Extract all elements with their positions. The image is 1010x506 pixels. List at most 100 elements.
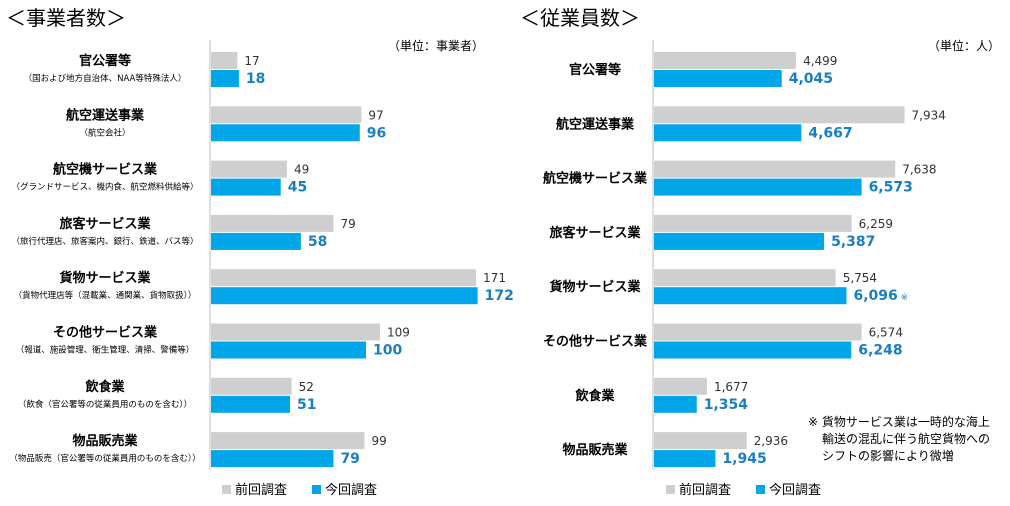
- bar-prev: [654, 52, 797, 69]
- category-sublabel: （国および地方自治体、NAA等特殊法人）: [24, 73, 187, 84]
- legend-swatch-curr: [312, 485, 321, 494]
- right-legend: 前回調査 今回調査: [666, 482, 821, 498]
- value-label-curr: 4,045: [789, 71, 833, 87]
- bar-group: 6,574 6,248: [654, 323, 903, 359]
- bar-prev: [654, 323, 862, 341]
- category-label: 航空運送事業: [556, 116, 635, 132]
- footnote-line-1: ※ 貨物サービス業は一時的な海上: [808, 414, 990, 429]
- bar-curr: [654, 287, 847, 305]
- value-label-prev: 5,754: [843, 271, 877, 285]
- bar-group: 79 58: [211, 214, 356, 250]
- legend-label-prev: 前回調査: [235, 482, 287, 498]
- bar-group: 7,638 6,573: [654, 160, 937, 196]
- category-sublabel: （物品販売（官公署等の従業員用のものを含む））: [9, 453, 200, 464]
- legend-label-curr: 今回調査: [769, 482, 821, 498]
- bar-prev: [654, 269, 836, 287]
- value-label-curr: 172: [485, 288, 514, 304]
- bar-prev: [211, 160, 287, 178]
- value-footnote-mark: ※: [901, 293, 909, 303]
- left-legend: 前回調査 今回調査: [222, 482, 377, 498]
- value-label-prev: 97: [368, 108, 383, 122]
- bar-group: 6,259 5,387: [654, 214, 893, 250]
- bar-curr: [211, 287, 478, 305]
- value-label-curr: 51: [297, 397, 316, 413]
- value-label-prev: 2,936: [754, 434, 788, 448]
- bar-curr: [654, 178, 862, 196]
- bar-prev: [654, 160, 896, 178]
- bar-curr: [211, 70, 239, 87]
- bar-prev: [654, 432, 747, 450]
- footnote-line-3: シフトの影響により微増: [822, 448, 954, 463]
- bar-group: 99 79: [211, 432, 387, 468]
- value-label-prev: 52: [299, 380, 314, 394]
- bar-prev: [211, 432, 365, 450]
- category-label: 航空機サービス業: [53, 162, 158, 178]
- category-label: その他サービス業: [53, 325, 158, 341]
- legend-swatch-prev: [222, 485, 231, 494]
- value-label-curr: 5,387: [831, 234, 875, 250]
- value-label-prev: 6,574: [869, 326, 903, 340]
- value-label-prev: 171: [483, 271, 506, 285]
- bar-curr: [654, 232, 825, 250]
- right-chart-title: ＜従業員数＞: [520, 6, 640, 30]
- bar-curr: [211, 232, 301, 250]
- bar-curr: [211, 395, 291, 413]
- legend-label-curr: 今回調査: [325, 482, 377, 498]
- category-sublabel: （飲食（官公署等の従業員用のものを含む））: [18, 399, 192, 410]
- value-label-curr: 6,573: [869, 180, 913, 196]
- left-category-labels: 官公署等 （国および地方自治体、NAA等特殊法人） 航空運送事業 （航空会社） 航空機サ…: [9, 53, 200, 464]
- category-sublabel: （報道、施設管理、衛生管理、清掃、警備等）: [16, 345, 195, 356]
- bar-curr: [211, 178, 281, 196]
- value-label-curr: 58: [308, 234, 327, 250]
- category-label: 飲食業: [84, 379, 125, 395]
- category-sublabel: （旅行代理店、旅客案内、銀行、鉄道、バス等）: [11, 236, 198, 247]
- value-label-prev: 99: [371, 434, 386, 448]
- category-label: 物品販売業: [72, 433, 138, 449]
- value-label-prev: 49: [294, 163, 309, 177]
- bar-prev: [211, 269, 477, 287]
- value-label-curr: 4,667: [808, 125, 852, 141]
- bar-group: 7,934 4,667: [654, 106, 946, 142]
- value-label-prev: 1,677: [714, 380, 748, 394]
- bar-group: 4,499 4,045: [654, 52, 837, 87]
- value-label-prev: 4,499: [803, 54, 837, 68]
- footnote: ※ 貨物サービス業は一時的な海上 輸送の混乱に伴う航空貨物への シフトの影響によ…: [808, 414, 990, 463]
- category-sublabel: （航空会社）: [79, 127, 130, 138]
- category-label: その他サービス業: [543, 334, 648, 350]
- bar-prev: [654, 377, 707, 395]
- value-label-prev: 109: [387, 326, 410, 340]
- legend-swatch-curr: [756, 485, 765, 494]
- bar-prev: [211, 323, 380, 341]
- value-label-prev: 7,638: [902, 163, 936, 177]
- value-label-curr: 6,248: [858, 343, 902, 359]
- category-label: 物品販売業: [562, 442, 628, 458]
- right-bars: 4,499 4,045 7,934 4,667 7,638 6,573 6,259 5,387…: [654, 52, 946, 468]
- value-label-prev: 6,259: [859, 217, 893, 231]
- bar-curr: [654, 341, 852, 359]
- category-label: 飲食業: [574, 388, 615, 404]
- bar-prev: [211, 52, 238, 69]
- category-label: 旅客サービス業: [549, 225, 641, 241]
- footnote-line-2: 輸送の混乱に伴う航空貨物への: [822, 431, 990, 446]
- value-label-prev: 79: [340, 217, 355, 231]
- value-label-curr: 96: [367, 125, 386, 141]
- value-label-curr: 6,096: [854, 288, 898, 304]
- category-label: 航空運送事業: [66, 107, 145, 123]
- legend-swatch-prev: [666, 485, 675, 494]
- right-category-labels: 官公署等航空運送事業航空機サービス業旅客サービス業貨物サービス業その他サービス業…: [543, 62, 648, 458]
- value-label-curr: 18: [246, 71, 265, 87]
- left-unit-label: （単位：事業者）: [388, 38, 484, 53]
- category-label: 航空機サービス業: [543, 171, 648, 187]
- bar-prev: [211, 106, 362, 124]
- left-chart-title: ＜事業者数＞: [6, 6, 126, 30]
- value-label-curr: 79: [340, 451, 359, 467]
- bar-group: 5,754 6,096 ※: [654, 269, 909, 305]
- category-sublabel: （グランドサービス、機内食、航空燃料供給等）: [11, 182, 198, 193]
- value-label-curr: 1,354: [704, 397, 749, 413]
